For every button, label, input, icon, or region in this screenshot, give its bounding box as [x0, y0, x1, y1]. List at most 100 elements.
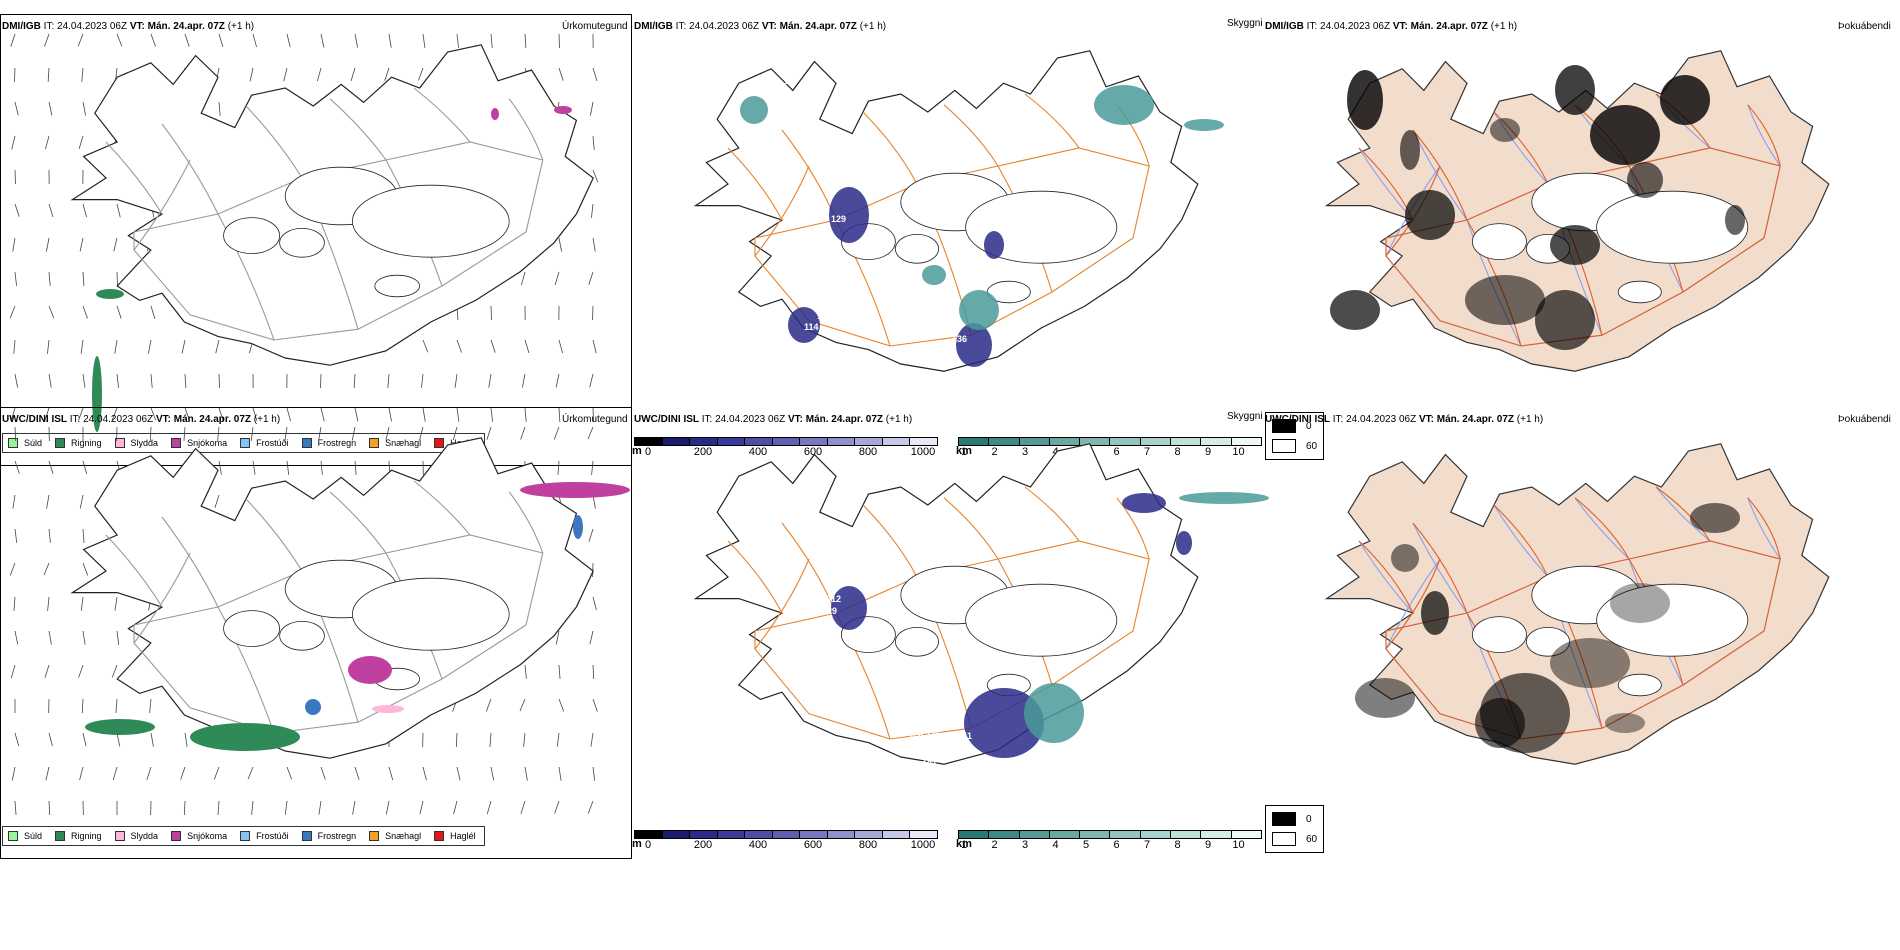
model-name: DMI/IGB — [2, 21, 41, 32]
rain-area — [92, 356, 102, 432]
colorbar-tick-label: 4 — [1052, 839, 1059, 851]
cloud-area — [1176, 531, 1192, 555]
colorbar-tick-label: 3 — [1021, 446, 1029, 458]
fog-area — [1355, 678, 1415, 718]
it-label: IT: — [1306, 21, 1318, 32]
fog-area — [1627, 162, 1663, 198]
legend-item: Frostregn — [301, 831, 356, 841]
legend-swatch — [114, 438, 125, 448]
model-name: DMI/IGB — [1265, 21, 1304, 32]
fog-index-legend: 0 60 — [1265, 805, 1324, 853]
colorbar-tick-label: 6 — [1113, 839, 1120, 851]
cloud-area — [1024, 683, 1084, 743]
cloud-base-value: 22 — [859, 121, 870, 131]
legend-swatch — [434, 831, 445, 841]
vt-value: Mán. 24.apr. 07Z — [173, 414, 252, 425]
cloud-map — [693, 443, 1269, 765]
colorbar-tick-label: 1000 — [910, 839, 936, 851]
lead-time: (+1 h) — [227, 21, 255, 32]
cloud-title: Skyggni — [1227, 18, 1263, 29]
rain-area — [190, 723, 300, 751]
fog-title: Þokuábendi — [1838, 21, 1891, 32]
vt-value: Mán. 24.apr. 07Z — [779, 21, 857, 32]
legend-swatch — [369, 438, 380, 448]
glacier-outline — [894, 234, 939, 264]
colorbar-tick-label: 200 — [693, 446, 713, 458]
model-name: UWC/DINI ISL — [634, 414, 699, 425]
fog-header: UWC/DINI ISL IT: 24.04.2023 06Z VT: Mán.… — [1265, 414, 1543, 425]
legend-item: Snjókoma — [171, 831, 227, 841]
cloud-base-value: 17 — [807, 214, 818, 224]
fog-area — [1490, 118, 1520, 142]
legend-swatch — [434, 438, 445, 448]
fog-area — [1550, 638, 1630, 688]
precip-title: Úrkomutegund — [562, 414, 628, 425]
freezing-rain-area — [573, 515, 583, 539]
glacier-outline — [1617, 673, 1662, 697]
legend-label: Slydda — [130, 831, 159, 841]
fog-area — [1555, 65, 1595, 115]
legend-swatch — [301, 438, 312, 448]
colorbar-tick-label: 8 — [1174, 839, 1181, 851]
cloud-area — [1179, 492, 1269, 504]
fog-area — [1725, 205, 1745, 235]
legend-swatch — [369, 831, 380, 841]
colorbar-tick-label: 400 — [748, 446, 768, 458]
legend-item: Frostregn — [301, 438, 356, 448]
glacier-outline — [223, 610, 281, 648]
colorbar-height: 0 200 400 600 800 1000 m — [632, 437, 938, 458]
colorbar-tick-label: 1 — [960, 446, 968, 458]
glacier-outline — [279, 621, 325, 651]
lead-time: (+1 h) — [1516, 414, 1544, 425]
legend-swatch — [240, 831, 251, 841]
it-value: 24.04.2023 06Z — [715, 414, 786, 425]
cloud-header: DMI/IGB IT: 24.04.2023 06Z VT: Mán. 24.a… — [634, 21, 886, 32]
cloud-area — [1122, 493, 1166, 513]
legend-item: Snæhagl — [369, 438, 421, 448]
legend-item: Frostúði — [240, 438, 289, 448]
fog-area — [1421, 591, 1449, 635]
cloud-area — [964, 688, 1044, 758]
cloud-area — [788, 307, 820, 343]
legend-black-value: 0 — [1306, 813, 1312, 825]
cloud-base-value: 13 — [902, 758, 913, 768]
fog-area — [1475, 698, 1525, 748]
legend-swatch — [171, 438, 182, 448]
cloud-area — [831, 586, 867, 630]
precip-title: Úrkomutegund — [562, 21, 628, 32]
it-label: IT: — [43, 21, 55, 32]
fog-area — [1660, 75, 1710, 125]
lead-time: (+1 h) — [859, 21, 887, 32]
model-name: DMI/IGB — [634, 21, 673, 32]
glacier-outline — [223, 217, 281, 255]
fog-map — [1324, 50, 1830, 372]
cloud-area — [829, 187, 869, 243]
cloud-base-value: 20 — [785, 76, 796, 86]
it-value: 24.04.2023 06Z — [1346, 414, 1417, 425]
fog-area — [1605, 713, 1645, 733]
vt-label: VT: — [761, 21, 777, 32]
legend-swatch — [301, 831, 312, 841]
snow-area — [348, 656, 392, 684]
precip-map — [9, 33, 599, 432]
colorbar-tick-label: 0 — [644, 839, 652, 851]
legend-label: Rigning — [71, 831, 102, 841]
lead-time: (+1 h) — [253, 414, 281, 425]
colorbar-tick-label: 7 — [1143, 839, 1151, 851]
colorbar-tick-label: 7 — [1143, 446, 1151, 458]
legend-item: Snjókoma — [171, 438, 227, 448]
vt-label: VT: — [155, 414, 171, 425]
cloud-area — [984, 231, 1004, 259]
fog-title: Þokuábendi — [1838, 414, 1891, 425]
model-name: UWC/DINI ISL — [2, 414, 67, 425]
colorbar-tick-label: 6 — [1113, 446, 1120, 458]
legend-item: Rigning — [55, 831, 102, 841]
colorbar-tick-label: 3 — [1021, 839, 1029, 851]
colorbar-unit: km — [956, 445, 972, 457]
colorbar-unit: m — [632, 445, 642, 457]
cloud-header: UWC/DINI ISL IT: 24.04.2023 06Z VT: Mán.… — [634, 414, 912, 425]
cloud-area — [956, 323, 992, 367]
cloud-base-value: 10 — [807, 296, 818, 306]
glacier-outline — [965, 583, 1118, 657]
